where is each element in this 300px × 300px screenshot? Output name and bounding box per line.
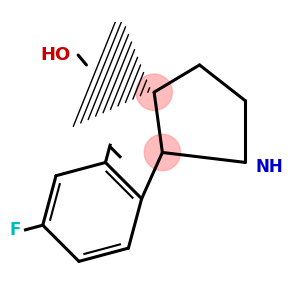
Circle shape bbox=[144, 134, 181, 171]
Text: NH: NH bbox=[256, 158, 284, 175]
Circle shape bbox=[136, 74, 172, 110]
Text: F: F bbox=[10, 221, 21, 239]
Text: HO: HO bbox=[40, 46, 70, 64]
